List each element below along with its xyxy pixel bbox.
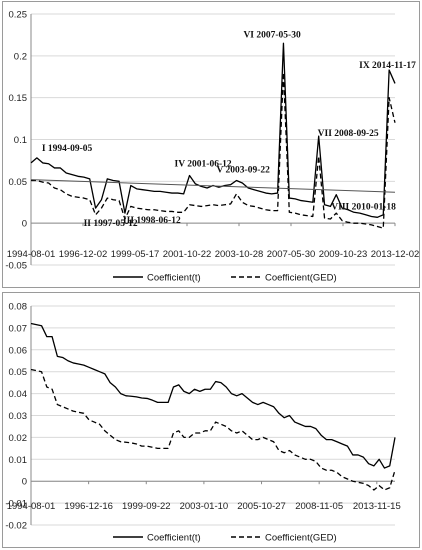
x-tick-label: 1994-08-01	[7, 501, 56, 512]
legend-label: Coefficient(GED)	[265, 533, 337, 544]
y-tick-label: 0.01	[9, 455, 28, 466]
y-tick-label: 0.05	[9, 367, 28, 378]
series-line-coefficient-ged-	[31, 71, 396, 229]
y-tick-label: 0.04	[9, 389, 28, 400]
x-tick-label: 1994-08-01	[7, 249, 56, 260]
y-tick-label: 0.06	[9, 345, 28, 356]
series-line-coefficient-ged-	[30, 368, 396, 491]
y-tick-label: -0.05	[5, 261, 27, 272]
annotation-label: VIII 2010-01-18	[331, 203, 396, 213]
annotation-label: III 1998-06-12	[123, 216, 181, 226]
x-tick-label: 2005-10-27	[237, 501, 286, 512]
annotation-label: I 1994-09-05	[42, 144, 93, 154]
trend-line	[30, 179, 396, 193]
chart-top-panel: 0.25 0.2 0.15 0.1 0.05 0 -0.05 1994-08-01 1996-1…	[2, 1, 420, 288]
x-tick-label: 1999-05-17	[111, 249, 160, 260]
y-tick-label: 0	[22, 477, 27, 488]
x-tick-label: 2003-10-28	[215, 249, 264, 260]
x-tick-label: 2001-10-22	[163, 249, 212, 260]
y-tick-label: 0.25	[9, 10, 28, 21]
y-tick-label: 0.15	[9, 93, 28, 104]
y-tick-label: 0.1	[14, 135, 27, 146]
x-tick-label: 2008-11-05	[295, 501, 343, 512]
y-tick-label: 0.03	[9, 411, 28, 422]
annotation-label: II 1997-05-12	[84, 219, 138, 229]
y-tick-label: 0	[22, 219, 27, 230]
annotation-label: VII 2008-09-25	[318, 129, 379, 139]
x-tick-label: 2009-10-23	[319, 249, 368, 260]
y-tick-label: -0.02	[5, 521, 27, 532]
chart-bottom-svg: 0.08 0.07 0.06 0.05 0.04 0.03 0.02 0.01 0 -0.01 -0…	[5, 302, 401, 544]
series-line-coefficient-t-	[30, 322, 396, 469]
y-tick-label: 0.2	[14, 51, 27, 62]
x-tick-label: 2007-05-30	[267, 249, 316, 260]
x-tick-label: 1999-09-22	[122, 501, 171, 512]
y-tick-label: -0.01	[5, 499, 27, 510]
y-tick-label: 0.08	[9, 302, 28, 313]
chart-bottom-panel: 0.08 0.07 0.06 0.05 0.04 0.03 0.02 0.01 0 -0.01 -0…	[2, 292, 420, 548]
legend-label: Coefficient(t)	[147, 533, 201, 544]
annotation-label: IV 2001-06-12	[175, 159, 232, 169]
annotation-label: V 2003-09-22	[216, 165, 270, 175]
x-tick-label: 2013-11-15	[353, 501, 401, 512]
y-tick-label: 0.02	[9, 433, 28, 444]
legend-label: Coefficient(t)	[147, 273, 201, 284]
x-tick-label: 2003-01-10	[180, 501, 229, 512]
x-tick-label: 1996-12-16	[64, 501, 113, 512]
x-tick-label: 2013-12-02	[371, 249, 420, 260]
annotation-label: VI 2007-05-30	[243, 30, 301, 40]
y-tick-label: 0.07	[9, 323, 28, 334]
x-tick-label: 1996-12-02	[59, 249, 108, 260]
legend-label: Coefficient(GED)	[265, 273, 337, 284]
y-tick-label: 0.05	[9, 177, 28, 188]
annotation-label: IX 2014-11-17	[359, 61, 416, 71]
